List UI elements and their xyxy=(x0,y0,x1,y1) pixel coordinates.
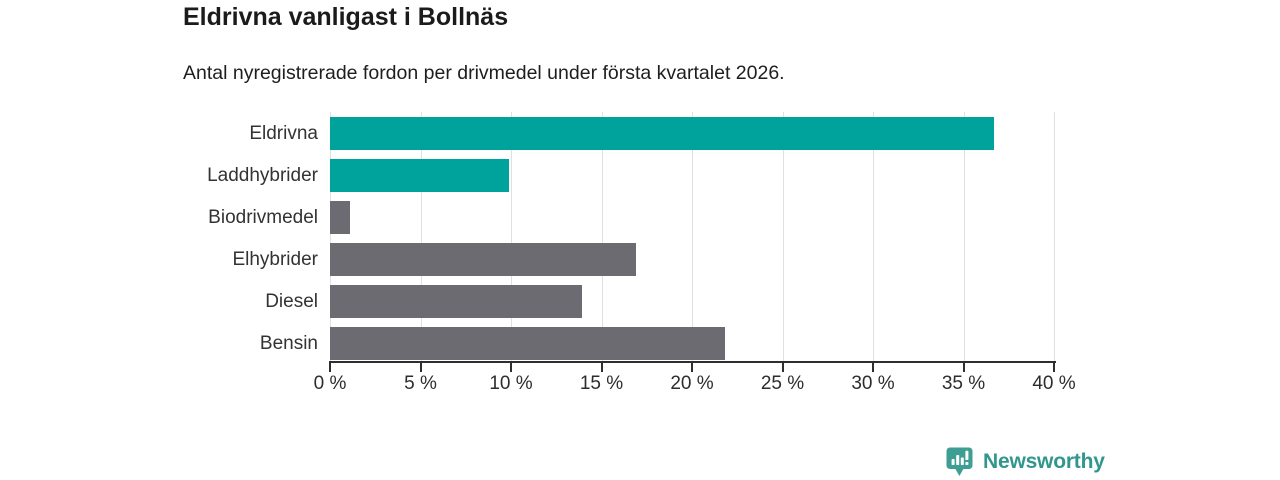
category-label: Elhybrider xyxy=(232,249,318,270)
bar xyxy=(330,159,510,192)
logo-bar-short xyxy=(951,459,955,465)
newsworthy-icon xyxy=(946,447,973,476)
gridline xyxy=(601,112,603,362)
gridline xyxy=(511,112,512,362)
logo-exclamation-bar xyxy=(965,450,969,460)
gridline xyxy=(873,112,874,362)
category-label: Biodrivmedel xyxy=(208,207,318,228)
category-label: Laddhybrider xyxy=(207,165,318,186)
chart-title: Eldrivna vanligast i Bollnäs xyxy=(183,3,509,31)
category-label: Bensin xyxy=(259,333,318,354)
bar xyxy=(330,117,995,150)
logo-bar-tall xyxy=(956,455,960,465)
plot-area: 0 % 5 % 10 % 15 % 20 % 25 % 30 % 35 % 40 % xyxy=(314,112,1076,394)
brand-logo: Newsworthy xyxy=(946,447,1105,477)
axis-tick-label: 20 % xyxy=(670,373,714,394)
category-labels: Eldrivna Laddhybrider Biodrivmedel Elhybrid… xyxy=(0,112,318,362)
gridline xyxy=(963,112,965,362)
bar xyxy=(330,327,725,360)
axis-tick-label: 5 % xyxy=(404,373,437,394)
brand-name: Newsworthy xyxy=(983,450,1105,473)
axis-tick-label: 25 % xyxy=(760,373,805,394)
chart-subtitle: Antal nyregistrerade fordon per drivmede… xyxy=(183,62,785,84)
gridline xyxy=(782,112,784,362)
axis-tick-label: 10 % xyxy=(489,373,533,394)
axis-tick xyxy=(781,363,784,372)
logo-bar-medium xyxy=(960,457,964,465)
axis-tick-label: 40 % xyxy=(1032,373,1076,394)
axis-tick-label: 0 % xyxy=(313,373,347,394)
gridline xyxy=(692,112,693,362)
logo-exclamation-dot xyxy=(965,462,969,465)
axis-tick xyxy=(962,363,965,372)
axis-tick-label: 30 % xyxy=(851,373,895,394)
axis-tick xyxy=(419,363,422,372)
gridline xyxy=(330,112,331,362)
bar xyxy=(330,201,350,234)
axis-tick xyxy=(329,363,331,372)
x-axis-line xyxy=(329,361,1056,363)
bar xyxy=(330,285,582,318)
axis-tick xyxy=(1053,363,1055,372)
axis-tick xyxy=(691,363,693,372)
axis-tick-label: 35 % xyxy=(941,373,986,394)
category-label: Eldrivna xyxy=(249,123,318,144)
bar xyxy=(330,243,636,276)
axis-tick-label: 15 % xyxy=(579,373,624,394)
axis-tick xyxy=(600,363,603,372)
gridline xyxy=(1054,112,1055,362)
category-label: Diesel xyxy=(265,291,318,312)
axis-tick xyxy=(872,363,874,372)
gridline xyxy=(420,112,422,362)
axis-tick xyxy=(510,363,512,372)
